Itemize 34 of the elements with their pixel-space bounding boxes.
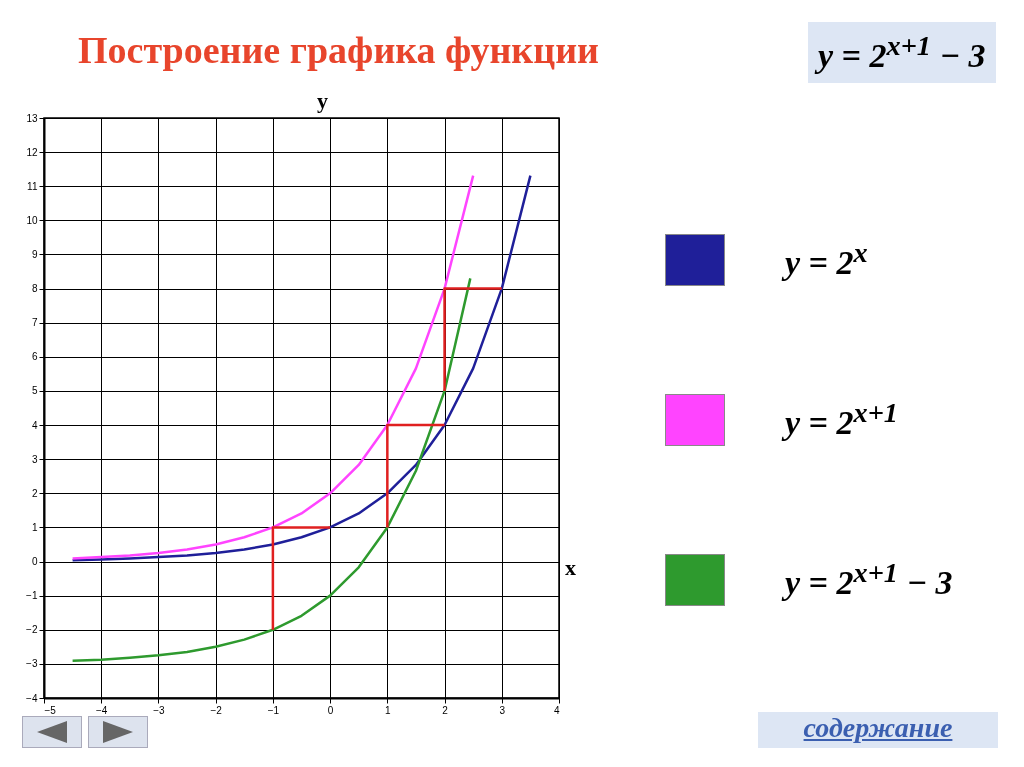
y-tick-label: 8 xyxy=(31,283,38,295)
chart-title: Построение графика функции xyxy=(78,28,599,72)
y-tick-label: 3 xyxy=(31,453,38,465)
y-tick-label: −3 xyxy=(26,658,38,670)
y-tick-label: 11 xyxy=(27,180,38,192)
x-tick-label: −5 xyxy=(44,704,57,716)
y-tick-label: 2 xyxy=(31,487,38,499)
line-series xyxy=(71,277,472,663)
y-axis-title: y xyxy=(317,87,329,113)
x-tick-label: 2 xyxy=(442,704,449,716)
y-tick-label: −2 xyxy=(26,624,38,636)
y-tick-label: 6 xyxy=(31,351,38,363)
x-axis-title: x xyxy=(565,554,576,580)
y-tick-label: −4 xyxy=(26,692,38,704)
y-tick-label: 4 xyxy=(31,419,38,431)
x-tick-label: −4 xyxy=(96,704,108,716)
y-tick-label: 0 xyxy=(31,556,38,568)
y-tick-label: 12 xyxy=(26,146,38,158)
y-tick-label: 13 xyxy=(26,112,38,124)
y-tick-label: 5 xyxy=(31,385,38,397)
y-tick-label: 7 xyxy=(31,317,38,329)
x-tick-label: −2 xyxy=(210,704,223,716)
x-tick-label: 1 xyxy=(385,704,392,716)
x-tick-label: −3 xyxy=(153,704,166,716)
y-tick-label: 10 xyxy=(26,214,38,226)
text: y = 2$^{x+1}$ − 3 xyxy=(808,22,996,84)
x-tick-label: 3 xyxy=(499,704,506,716)
x-tick-label: 4 xyxy=(553,704,560,716)
y-tick-label: 9 xyxy=(31,248,38,260)
y-tick-label: 1 xyxy=(31,521,38,533)
y-tick-label: −1 xyxy=(26,590,38,602)
x-tick-label: 0 xyxy=(327,704,334,716)
text: содержание xyxy=(758,712,998,748)
x-tick-label: −1 xyxy=(267,704,280,716)
